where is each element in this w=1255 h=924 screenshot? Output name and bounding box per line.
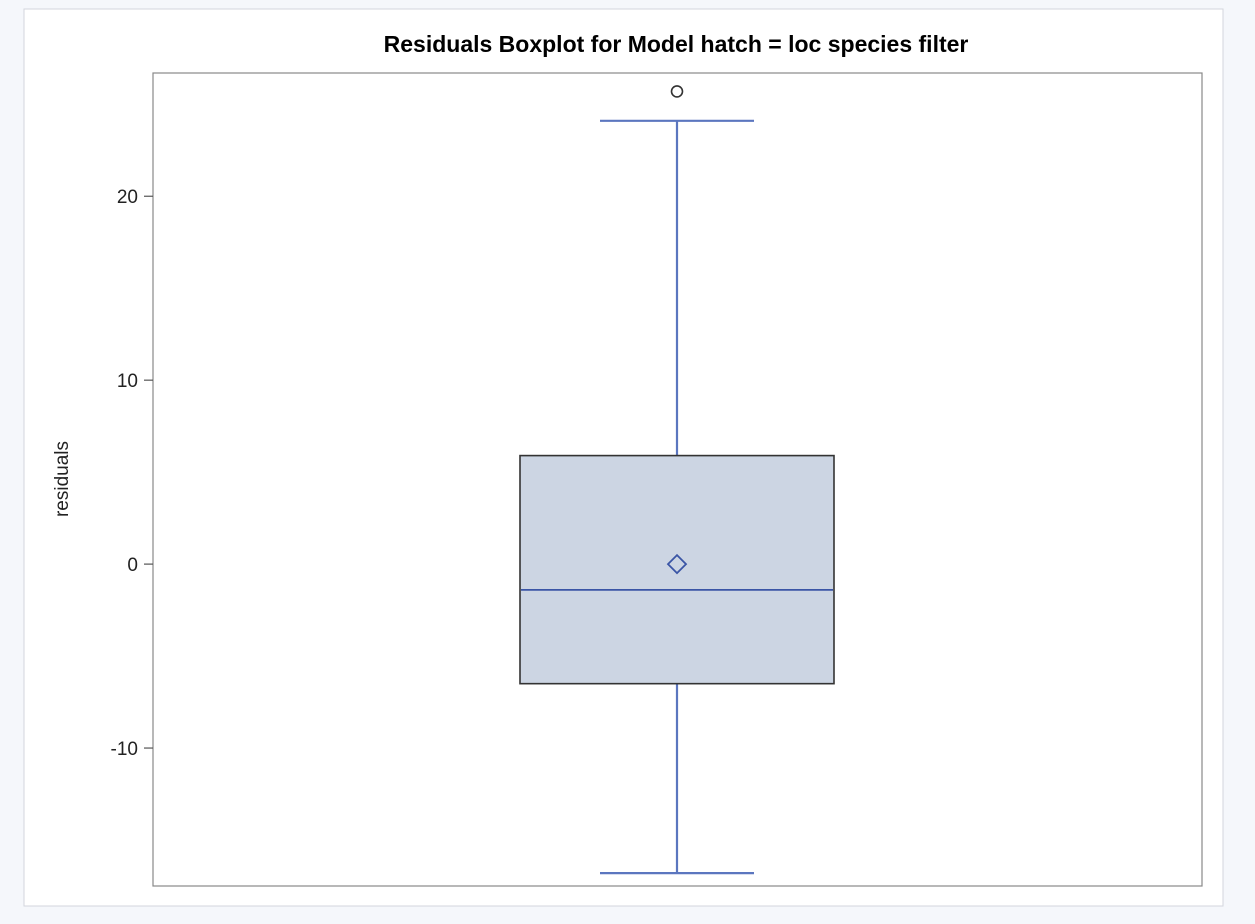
y-tick-label: 20	[117, 187, 138, 208]
y-tick-label: 10	[117, 371, 138, 392]
outlier-point	[670, 85, 684, 98]
box-group	[519, 85, 835, 875]
iqr-box	[519, 454, 835, 685]
y-axis-label: residuals	[52, 441, 73, 517]
y-tick-label: -10	[111, 739, 138, 760]
mean-marker	[666, 553, 688, 575]
chart-title: Residuals Boxplot for Model hatch = loc …	[384, 31, 969, 57]
y-axis: -10 0 10 20	[111, 187, 153, 760]
y-tick-label: 0	[127, 555, 138, 576]
